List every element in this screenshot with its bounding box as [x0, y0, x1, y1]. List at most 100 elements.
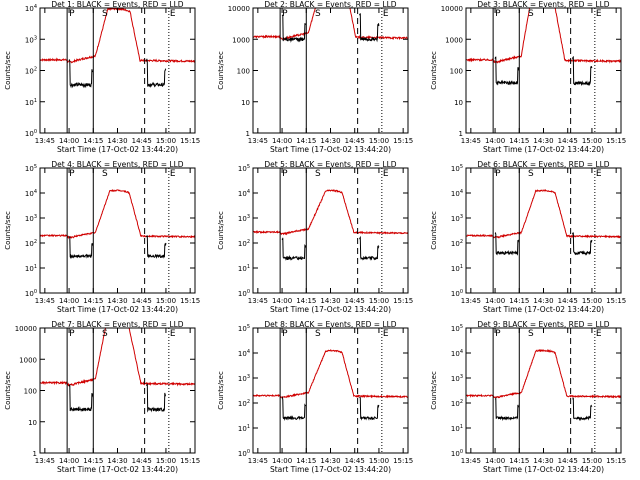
- marker-letter: P: [495, 9, 501, 19]
- x-tick-label: 13:45: [35, 297, 55, 305]
- y-tick-label: 1000: [232, 36, 250, 44]
- marker-letter: S: [102, 329, 108, 339]
- series-line-lld: [253, 349, 408, 399]
- x-tick-label: 15:15: [606, 457, 626, 465]
- y-tick-label: 100: [237, 68, 250, 76]
- series-line-lld: [466, 8, 621, 64]
- x-axis-label: Start Time (17-Oct-02 13:44:20): [270, 305, 391, 314]
- marker-letter: P: [282, 169, 288, 179]
- plot-title: Det 9: BLACK = Events, RED = LLD: [477, 320, 609, 329]
- x-tick-label: 15:00: [582, 457, 602, 465]
- y-tick-label: 105: [25, 164, 37, 173]
- y-tick-label: 105: [238, 164, 250, 173]
- x-tick-label: 14:45: [558, 137, 578, 145]
- y-tick-label: 104: [238, 189, 250, 198]
- marker-letter: S: [315, 9, 321, 19]
- series-line-events: [359, 396, 380, 421]
- y-tick-label: 104: [25, 189, 37, 198]
- y-tick-label: 105: [238, 324, 250, 333]
- x-tick-label: 14:15: [83, 137, 103, 145]
- x-tick-label: 15:00: [156, 297, 176, 305]
- y-tick-label: 101: [25, 264, 37, 273]
- x-axis-label: Start Time (17-Oct-02 13:44:20): [57, 305, 178, 314]
- x-tick-label: 14:00: [272, 297, 292, 305]
- y-tick-label: 102: [238, 239, 250, 248]
- x-tick-label: 15:15: [180, 137, 200, 145]
- marker-letter: E: [596, 169, 602, 179]
- y-tick-label: 101: [451, 424, 463, 433]
- x-tick-label: 14:45: [558, 457, 578, 465]
- x-tick-label: 15:00: [369, 137, 389, 145]
- plot-frame: [39, 167, 196, 294]
- x-tick-label: 14:45: [345, 297, 365, 305]
- detector-plot-3: P S E 13:45 14:00 14:15 14:30 14:45 15:00 15:15 1 1…: [430, 0, 626, 154]
- y-axis-label: Counts/sec: [4, 211, 12, 250]
- x-tick-label: 14:00: [485, 137, 505, 145]
- plot-frame: [39, 327, 196, 454]
- x-axis-label: Start Time (17-Oct-02 13:44:20): [483, 305, 604, 314]
- y-tick-label: 10: [454, 99, 463, 107]
- detector-plot-1: P S E 13:45 14:00 14:15 14:30 14:45 15:00 15:15 10…: [4, 0, 200, 154]
- y-tick-label: 104: [451, 189, 463, 198]
- marker-letter: E: [383, 9, 389, 19]
- series-line-events: [281, 14, 307, 43]
- marker-letter: S: [528, 9, 534, 19]
- x-tick-label: 14:45: [132, 137, 152, 145]
- x-tick-label: 13:45: [248, 457, 268, 465]
- marker-letter: S: [102, 169, 108, 179]
- x-tick-label: 14:15: [296, 457, 316, 465]
- marker-letter: E: [596, 9, 602, 19]
- marker-letter: P: [69, 169, 75, 179]
- x-tick-label: 14:15: [83, 457, 103, 465]
- y-tick-label: 105: [451, 164, 463, 173]
- x-tick-label: 14:45: [558, 297, 578, 305]
- marker-letter: S: [528, 169, 534, 179]
- series-line-events: [146, 383, 167, 413]
- marker-letter: E: [383, 329, 389, 339]
- y-tick-label: 104: [25, 4, 37, 13]
- series-line-events: [146, 235, 167, 259]
- y-tick-label: 103: [451, 214, 463, 223]
- x-axis-label: Start Time (17-Oct-02 13:44:20): [483, 145, 604, 154]
- x-tick-label: 15:00: [369, 457, 389, 465]
- x-tick-label: 14:15: [509, 297, 529, 305]
- y-tick-label: 101: [238, 424, 250, 433]
- x-tick-label: 15:00: [156, 457, 176, 465]
- x-tick-label: 14:15: [509, 137, 529, 145]
- y-tick-label: 1: [246, 130, 250, 138]
- series-line-lld: [253, 188, 408, 236]
- y-tick-label: 103: [25, 214, 37, 223]
- x-tick-label: 15:15: [606, 297, 626, 305]
- x-tick-label: 14:45: [345, 457, 365, 465]
- y-tick-label: 101: [25, 98, 37, 107]
- x-tick-label: 14:30: [107, 297, 127, 305]
- x-tick-label: 15:00: [156, 137, 176, 145]
- x-axis-label: Start Time (17-Oct-02 13:44:20): [483, 465, 604, 474]
- x-tick-label: 15:00: [369, 297, 389, 305]
- y-tick-label: 1000: [445, 36, 463, 44]
- x-tick-label: 14:30: [533, 297, 553, 305]
- plot-frame: [252, 7, 409, 134]
- x-tick-label: 15:15: [180, 457, 200, 465]
- y-tick-label: 102: [238, 399, 250, 408]
- marker-letter: P: [69, 9, 75, 19]
- y-tick-label: 102: [451, 239, 463, 248]
- marker-letter: S: [528, 329, 534, 339]
- x-tick-label: 14:45: [132, 297, 152, 305]
- marker-letter: S: [102, 9, 108, 19]
- y-tick-label: 101: [238, 264, 250, 273]
- x-tick-label: 13:45: [461, 137, 481, 145]
- plot-title: Det 3: BLACK = Events, RED = LLD: [477, 0, 609, 9]
- detector-plot-2: P S E 13:45 14:00 14:15 14:30 14:45 15:00 15:15 1 1…: [217, 0, 413, 154]
- y-tick-label: 101: [451, 264, 463, 273]
- x-tick-label: 14:15: [83, 297, 103, 305]
- y-axis-label: Counts/sec: [430, 51, 438, 90]
- marker-letter: P: [495, 169, 501, 179]
- series-line-events: [68, 59, 94, 89]
- series-line-lld: [466, 189, 621, 239]
- x-tick-label: 15:00: [582, 297, 602, 305]
- y-tick-label: 104: [451, 349, 463, 358]
- x-tick-label: 14:15: [509, 457, 529, 465]
- marker-letter: P: [282, 9, 288, 19]
- series-line-lld: [40, 188, 195, 240]
